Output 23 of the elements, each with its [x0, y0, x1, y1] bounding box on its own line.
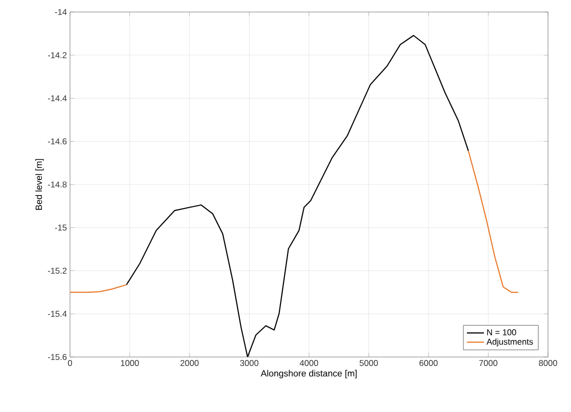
y-tick-label: -15.2 — [48, 268, 67, 274]
x-tick-label: 4000 — [300, 360, 318, 366]
y-tick-label: -14.8 — [48, 181, 67, 188]
x-tick-label: 8000 — [538, 360, 558, 366]
x-tick-label: 3000 — [240, 360, 258, 366]
legend-label: Adjustments — [486, 338, 533, 346]
x-axis-title: Alongshore distance [m] — [260, 370, 357, 378]
x-tick-label: 1000 — [120, 360, 139, 366]
x-tick-label: 7000 — [479, 360, 498, 366]
y-tick-label: -14 — [55, 9, 67, 15]
y-tick-label: -14.6 — [48, 138, 67, 144]
x-tick-label: 6000 — [419, 360, 438, 366]
y-tick-label: -15.6 — [48, 354, 67, 360]
x-tick-label: 0 — [68, 360, 72, 366]
line-series — [126, 34, 469, 357]
x-tick-label: 2000 — [180, 360, 199, 366]
y-tick-label: -14.2 — [48, 52, 67, 58]
y-axis-title: Bed level [m] — [35, 159, 44, 210]
y-tick-label: -15.4 — [48, 310, 67, 317]
x-tick-label: 5000 — [360, 360, 378, 366]
y-tick-label: -14.4 — [48, 95, 67, 102]
y-tick-label: -15 — [55, 224, 67, 231]
legend-label: N = 100 — [487, 329, 516, 336]
